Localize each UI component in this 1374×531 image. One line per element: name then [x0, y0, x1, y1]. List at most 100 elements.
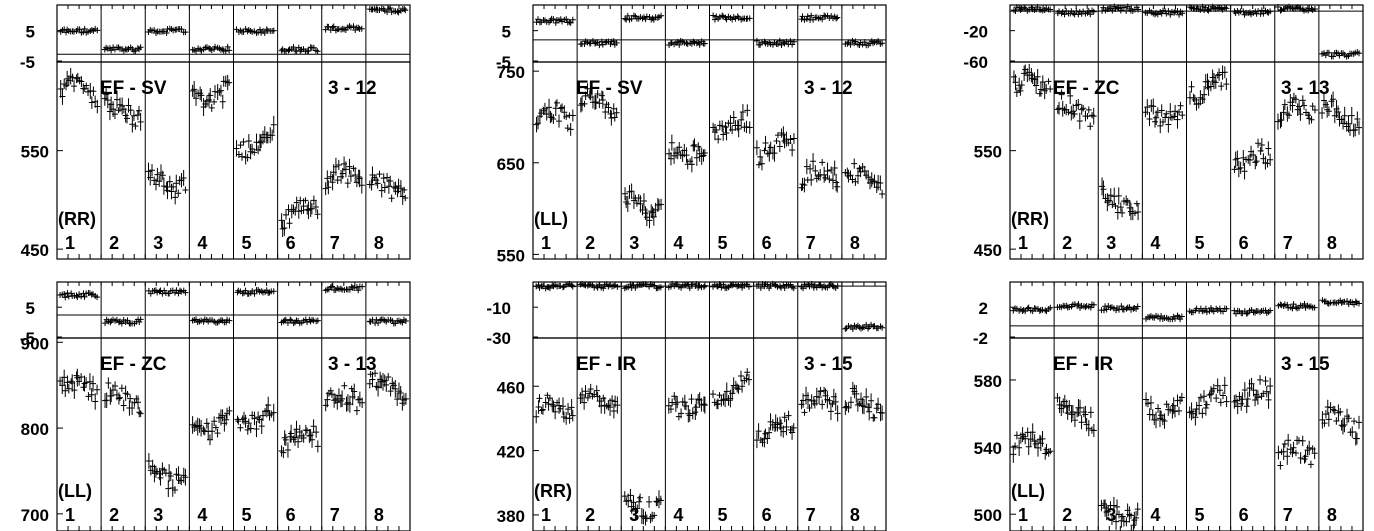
top-data-point [781, 284, 788, 291]
main-data-point [1355, 415, 1362, 429]
segment-number-label: 8 [1327, 233, 1337, 253]
polarization-label: (LL) [1011, 481, 1045, 501]
segment-number-label: 2 [1062, 505, 1072, 525]
main-data-point [1209, 69, 1216, 86]
top-data-point [610, 282, 617, 289]
main-data-point [1202, 400, 1209, 416]
main-data-point [1319, 107, 1326, 119]
main-data-point [861, 399, 868, 415]
segment-number-label: 2 [585, 505, 595, 525]
main-data-point [134, 109, 141, 121]
main-data-point [352, 167, 359, 183]
main-data-point [355, 169, 362, 185]
main-data-point [281, 219, 288, 236]
main-data-point [1110, 496, 1117, 515]
segment-number-label: 2 [585, 233, 595, 253]
top-data-point [402, 7, 409, 14]
main-data-point [1301, 101, 1308, 110]
main-data-point [287, 430, 294, 443]
main-data-point [783, 418, 790, 436]
top-data-point [351, 285, 358, 292]
main-data-point [1105, 505, 1112, 517]
main-data-point [62, 384, 69, 397]
main-data-point [690, 140, 697, 152]
main-data-point [569, 409, 576, 422]
main-data-point [1253, 156, 1260, 167]
main-data-point [586, 90, 593, 100]
main-data-point [1255, 138, 1262, 148]
main-data-point [300, 198, 307, 214]
top-data-point [102, 320, 109, 327]
main-data-point [737, 370, 744, 382]
top-data-point [808, 281, 815, 288]
top-data-point [1075, 11, 1082, 18]
main-data-point [180, 170, 187, 186]
main-data-point [803, 158, 810, 175]
main-data-point [821, 386, 828, 395]
main-data-point [117, 394, 124, 401]
main-data-point [71, 381, 78, 399]
polarization-label: (RR) [1011, 209, 1049, 229]
main-data-point [798, 184, 805, 192]
main-data-point [1262, 376, 1269, 386]
main-data-point [173, 174, 180, 193]
main-data-point [71, 80, 78, 93]
main-data-point [324, 392, 331, 408]
main-data-point [372, 369, 379, 377]
top-data-point [239, 290, 246, 297]
main-data-point [801, 177, 808, 193]
main-data-point [1207, 81, 1214, 92]
main-data-point [865, 403, 872, 412]
main-data-point [401, 186, 408, 193]
top-data-point [327, 284, 334, 291]
main-data-point [1063, 399, 1070, 415]
main-data-point [533, 410, 540, 424]
main-data-point [1308, 115, 1315, 124]
top-data-point [212, 43, 219, 50]
main-data-point [1325, 106, 1332, 117]
top-data-point [385, 6, 392, 13]
main-data-point [198, 89, 205, 102]
main-data-point [65, 384, 72, 394]
top-data-point [1199, 3, 1206, 10]
top-data-point [1325, 49, 1332, 56]
main-data-point [208, 103, 215, 112]
main-data-point [1039, 75, 1046, 89]
main-data-point [209, 422, 216, 440]
top-data-point [261, 30, 268, 37]
main-data-point [565, 403, 572, 415]
main-data-point [1325, 412, 1332, 427]
segment-number-label: 3 [153, 505, 163, 525]
top-data-point [1103, 306, 1110, 313]
main-data-point [1275, 445, 1282, 460]
top-data-point [657, 284, 664, 291]
main-data-point [828, 166, 835, 174]
main-data-point [766, 427, 773, 439]
main-data-point [368, 178, 375, 191]
top-data-point [654, 14, 661, 21]
main-data-point [764, 432, 771, 445]
top-data-point [535, 281, 542, 288]
main-data-point [1157, 409, 1164, 428]
main-data-point [582, 385, 589, 398]
panel-title: EF - SV [100, 78, 167, 99]
top-data-point [757, 284, 764, 291]
segment-number-label: 7 [330, 505, 340, 525]
main-data-point [69, 73, 76, 82]
main-data-point [178, 476, 185, 486]
main-data-point [1289, 447, 1296, 458]
top-data-point [834, 282, 841, 289]
main-data-point [816, 390, 823, 405]
main-data-point [324, 170, 331, 187]
main-data-point [1353, 432, 1360, 445]
segment-number-label: 6 [286, 233, 296, 253]
main-y-tick-label: 900 [21, 334, 49, 353]
main-data-point [861, 165, 868, 177]
main-data-point [542, 397, 549, 409]
main-data-point [387, 385, 394, 397]
main-data-point [339, 168, 346, 179]
main-data-point [1076, 112, 1083, 130]
main-data-point [539, 404, 546, 415]
top-data-point [1197, 305, 1204, 312]
main-data-point [657, 495, 664, 506]
